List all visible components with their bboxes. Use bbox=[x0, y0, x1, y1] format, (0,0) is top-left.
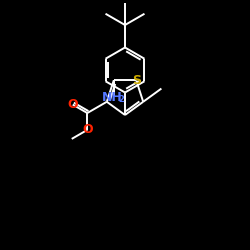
Text: O: O bbox=[68, 98, 78, 111]
Text: S: S bbox=[132, 74, 141, 87]
Text: 2: 2 bbox=[118, 95, 124, 104]
Text: O: O bbox=[82, 124, 92, 136]
Text: NH: NH bbox=[102, 91, 123, 104]
